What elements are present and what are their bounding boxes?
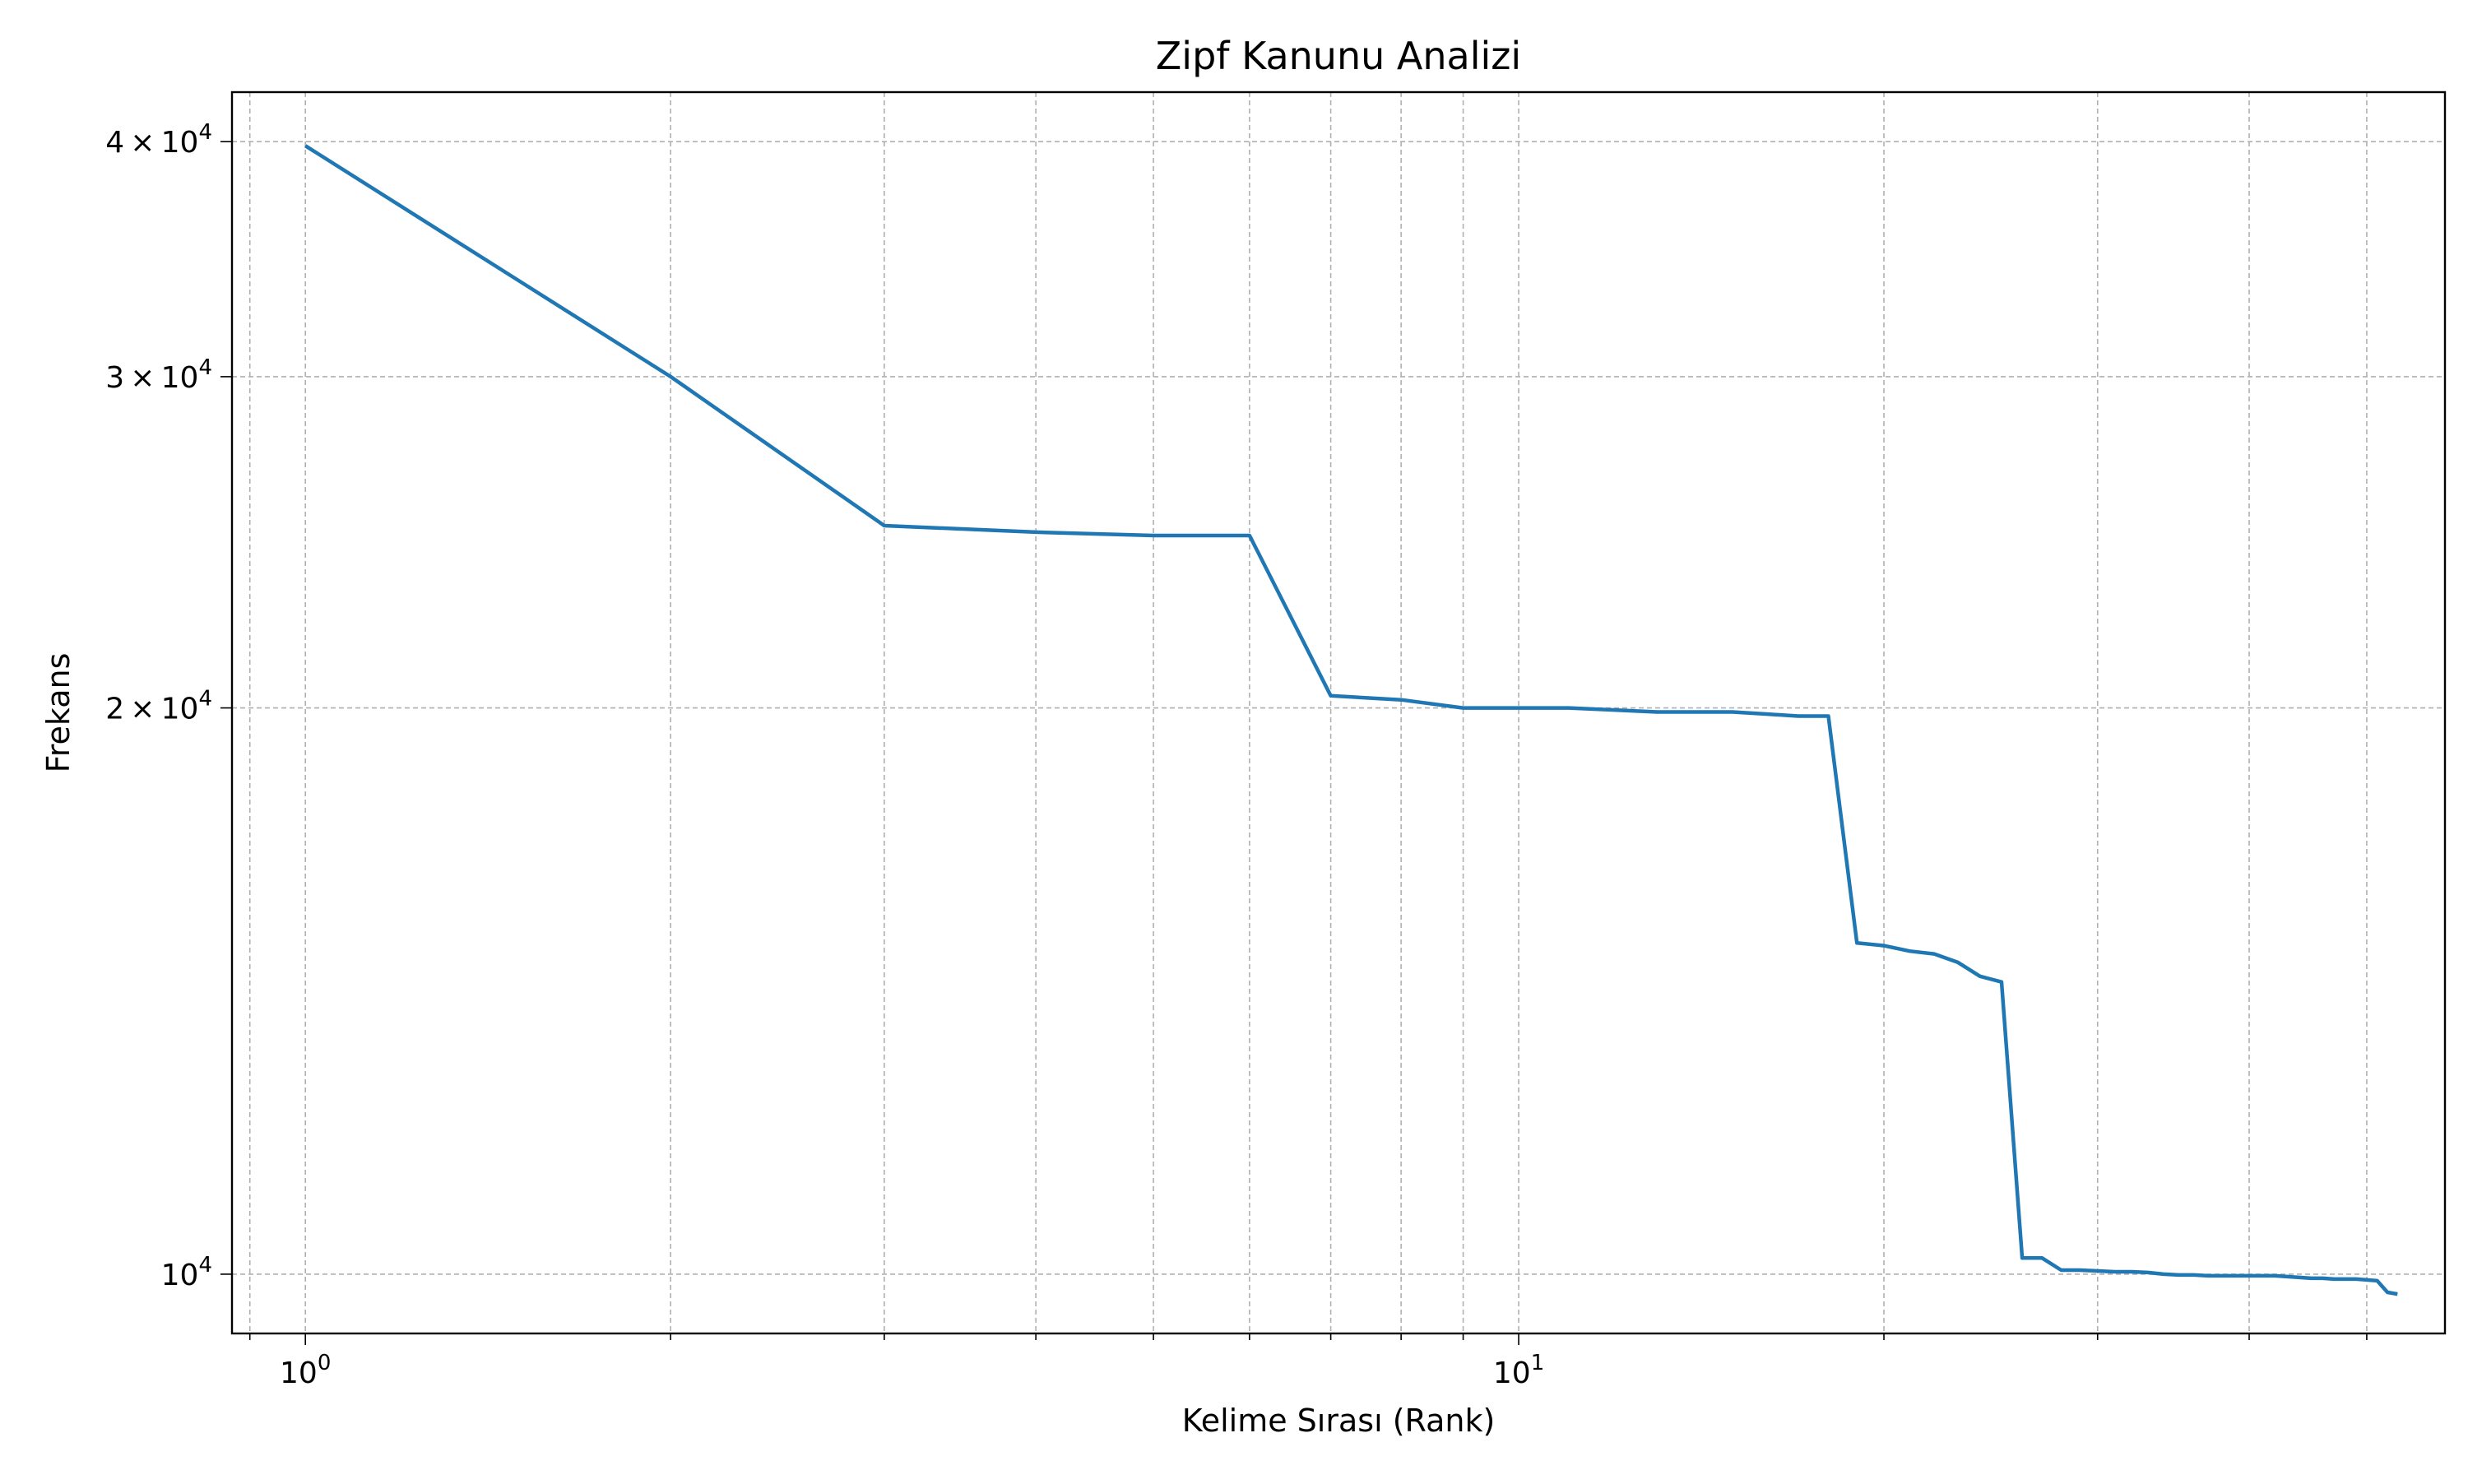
chart-title: Zipf Kanunu Analizi [1156,34,1521,78]
y-tick-label: 4 × 104 [105,120,212,160]
series-layer [304,144,2398,1296]
plot-frame [230,90,2447,1335]
frequency-series-line [304,144,2398,1296]
x-axis-label: Kelime Sırası (Rank) [1182,1403,1496,1439]
y-axis-label: Frekans [40,653,77,773]
y-tick-label: 2 × 104 [105,687,212,726]
x-tick-label: 101 [1493,1351,1544,1390]
grid-layer [232,92,2445,1333]
y-tick-label: 3 × 104 [105,355,212,395]
y-tick-label: 104 [161,1253,212,1292]
x-tick-label: 100 [280,1351,331,1390]
tick-layer: 100 101 104 2 × 104 3 × 104 4 × 104 [105,120,2368,1390]
